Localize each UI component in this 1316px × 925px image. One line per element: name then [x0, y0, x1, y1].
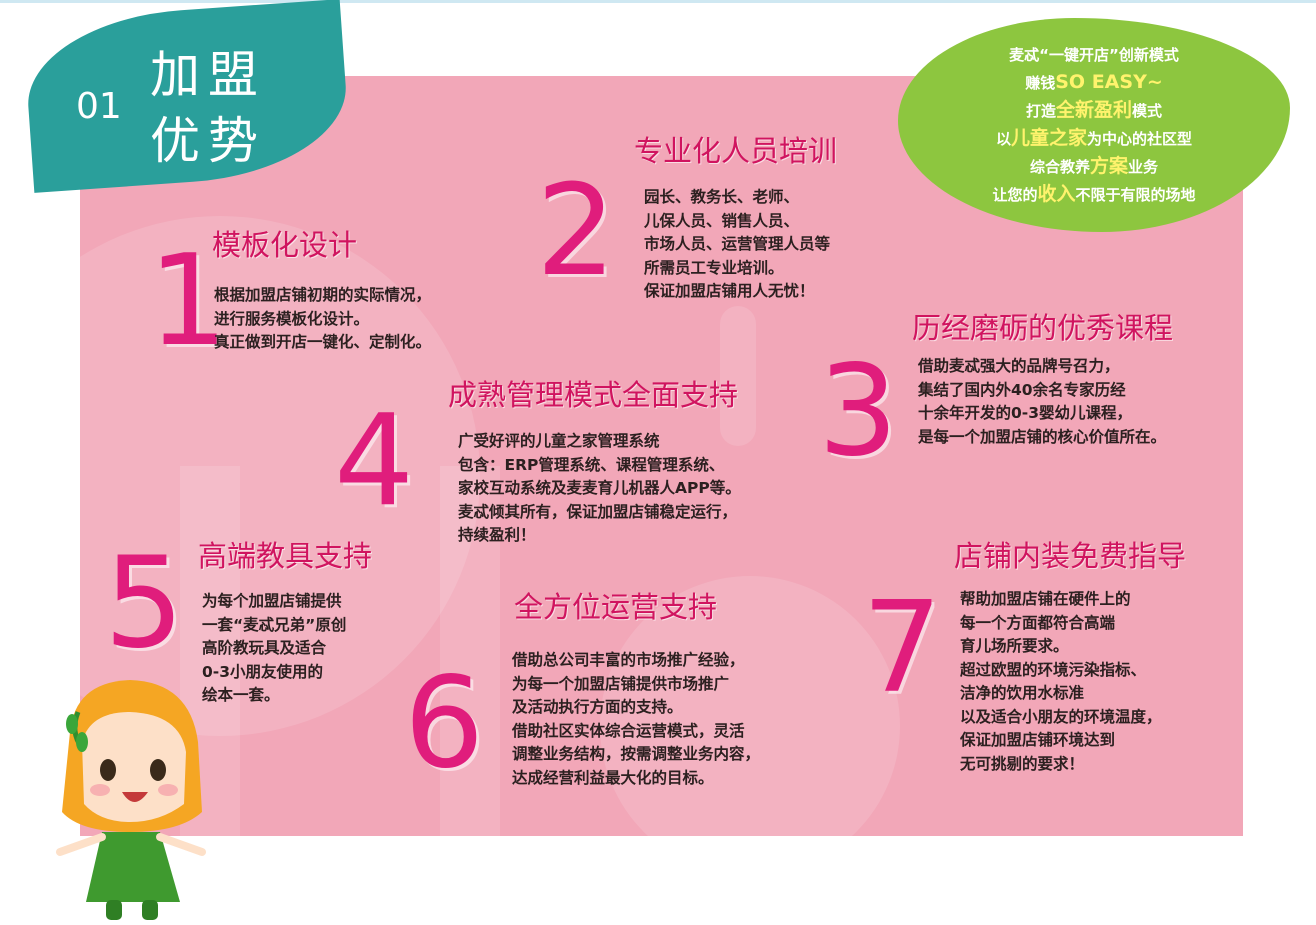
- highlight-phrase: 综合教养: [1029, 158, 1090, 176]
- item-description-line: 家校互动系统及麦麦育儿机器人APP等。: [458, 479, 741, 497]
- highlight-line: 以儿童之家为中心的社区型: [908, 125, 1280, 153]
- item-description-line: 十余年开发的0-3婴幼儿课程，: [918, 404, 1133, 422]
- top-border-line: [0, 0, 1316, 3]
- item-description-line: 为每个加盟店铺提供: [202, 592, 342, 610]
- item-number: 6: [404, 649, 485, 796]
- item-description-line: 及活动执行方面的支持。: [512, 698, 683, 716]
- highlight-keyword: 儿童之家: [1010, 127, 1087, 149]
- item-title: 店铺内装免费指导: [954, 539, 1187, 573]
- item-description-line: 绘本一套。: [202, 686, 280, 704]
- girl-mascot-illustration: [56, 680, 206, 920]
- item-title: 成熟管理模式全面支持: [448, 378, 739, 412]
- bg-deco-circle: [600, 576, 900, 836]
- item-description-line: 洁净的饮用水标准: [960, 684, 1085, 702]
- highlight-line: 综合教养方案业务: [908, 153, 1280, 181]
- highlight-phrase: 赚钱: [1025, 74, 1056, 92]
- item-description-line: 以及适合小朋友的环境温度，: [960, 707, 1162, 726]
- item-description-line: 一套“麦忒兄弟”原创: [202, 615, 347, 634]
- highlight-keyword: SO EASY~: [1055, 71, 1163, 93]
- item-description: 借助总公司丰富的市场推广经验， 为每一个加盟店铺提供市场推广 及活动执行方面的支持。…: [512, 649, 760, 790]
- item-description-line: 园长、教务长、老师、: [644, 188, 800, 206]
- item-description-line: 包含：ERP管理系统、课程管理系统、: [458, 455, 725, 474]
- item-description: 帮助加盟店铺在硬件上的 每一个方面都符合高端 育儿场所要求。超过欧盟的环境污染指标、…: [960, 588, 1162, 776]
- highlight-phrase: 模式: [1132, 102, 1163, 120]
- item-description-line: 超过欧盟的环境污染指标、: [960, 660, 1147, 679]
- item-description: 为每个加盟店铺提供 一套“麦忒兄弟”原创 高阶教玩具及适合 0-3小朋友使用的 绘本一套…: [202, 590, 346, 708]
- bg-deco-circle: [80, 216, 480, 736]
- item-description-line: 进行服务模板化设计。: [214, 309, 370, 328]
- highlight-phrase: 不限于有限的场地: [1075, 186, 1196, 204]
- highlight-phrase: 麦忒“一键开店”创新模式: [1009, 46, 1179, 64]
- highlight-phrase: 业务: [1128, 158, 1159, 176]
- item-description-line: 根据加盟店铺初期的实际情况，: [214, 286, 432, 304]
- item-description-line: 所需员工专业培训。: [644, 258, 784, 277]
- highlight-line: 赚钱SO EASY~: [908, 69, 1280, 97]
- item-number: 4: [334, 387, 415, 534]
- item-title: 模板化设计: [212, 228, 358, 262]
- item-title: 全方位运营支持: [514, 590, 718, 624]
- item-description: 借助麦忒强大的品牌号召力， 集结了国内外40余名专家历经 十余年开发的0-3婴幼儿课…: [918, 355, 1166, 449]
- highlight-keyword: 全新盈利: [1055, 99, 1132, 121]
- item-description-line: 麦忒倾其所有，保证加盟店铺稳定运行，: [458, 502, 738, 521]
- highlight-phrase: 为中心的社区型: [1087, 130, 1193, 148]
- item-description-line: 为每一个加盟店铺提供市场推广: [512, 674, 730, 693]
- item-description-line: 帮助加盟店铺在硬件上的: [960, 590, 1131, 608]
- item-number: 3: [818, 337, 899, 484]
- highlight-line: 打造全新盈利模式: [908, 97, 1280, 125]
- item-description-line: 借助社区实体综合运营模式，灵活: [512, 721, 745, 740]
- item-number: 7: [862, 574, 943, 721]
- item-title: 专业化人员培训: [634, 134, 838, 168]
- item-description-line: 集结了国内外40余名专家历经: [918, 380, 1126, 399]
- item-description: 广受好评的儿童之家管理系统包含：ERP管理系统、课程管理系统、 家校互动系统及麦麦…: [458, 430, 741, 548]
- item-description-line: 儿保人员、销售人员、: [644, 211, 800, 230]
- highlight-phrase: 打造: [1025, 102, 1056, 120]
- item-description-line: 市场人员、运营管理人员等: [644, 235, 831, 253]
- highlight-keyword: 收入: [1037, 183, 1076, 205]
- item-title: 历经磨砺的优秀课程: [912, 311, 1174, 345]
- item-description-line: 调整业务结构，按需调整业务内容，: [512, 745, 761, 763]
- item-description-line: 持续盈利！: [458, 526, 536, 544]
- item-description-line: 达成经营利益最大化的目标。: [512, 768, 714, 787]
- item-description-line: 是每一个加盟店铺的核心价值所在。: [918, 427, 1167, 446]
- item-description: 园长、教务长、老师、 儿保人员、销售人员、市场人员、运营管理人员等 所需员工专业培训…: [644, 186, 830, 304]
- item-description-line: 借助麦忒强大的品牌号召力，: [918, 357, 1120, 375]
- item-description-line: 借助总公司丰富的市场推广经验，: [512, 651, 745, 669]
- item-description-line: 保证加盟店铺用人无忧！: [644, 282, 815, 300]
- item-title: 高端教具支持: [198, 539, 373, 573]
- item-description-line: 高阶教玩具及适合: [202, 639, 327, 657]
- highlight-phrase: 让您的: [992, 186, 1038, 204]
- item-description-line: 无可挑剔的要求！: [960, 754, 1085, 773]
- section-number: 01: [76, 86, 122, 127]
- highlight-keyword: 方案: [1089, 155, 1128, 177]
- item-number: 2: [536, 157, 617, 304]
- bg-deco-bar: [440, 466, 500, 836]
- highlight-text: 麦忒“一键开店”创新模式 赚钱SO EASY~ 打造全新盈利模式 以儿童之家为中心的社…: [908, 42, 1280, 209]
- item-description-line: 广受好评的儿童之家管理系统: [458, 432, 660, 450]
- highlight-line: 让您的收入不限于有限的场地: [908, 181, 1280, 209]
- item-description: 根据加盟店铺初期的实际情况， 进行服务模板化设计。真正做到开店一键化、定制化。: [214, 284, 431, 355]
- item-number: 1: [148, 227, 229, 374]
- highlight-line: 麦忒“一键开店”创新模式: [908, 42, 1280, 69]
- item-description-line: 保证加盟店铺环境达到: [960, 731, 1116, 749]
- item-description-line: 0-3小朋友使用的: [202, 662, 324, 681]
- section-title: 加盟优势: [150, 46, 266, 170]
- highlight-phrase: 以: [995, 130, 1011, 148]
- item-description-line: 真正做到开店一键化、定制化。: [214, 333, 432, 351]
- highlight-blob: [898, 18, 1290, 232]
- item-description-line: 每一个方面都符合高端: [960, 613, 1116, 632]
- bg-deco-bar: [720, 306, 756, 446]
- item-number: 5: [104, 529, 185, 676]
- item-description-line: 育儿场所要求。: [960, 637, 1069, 655]
